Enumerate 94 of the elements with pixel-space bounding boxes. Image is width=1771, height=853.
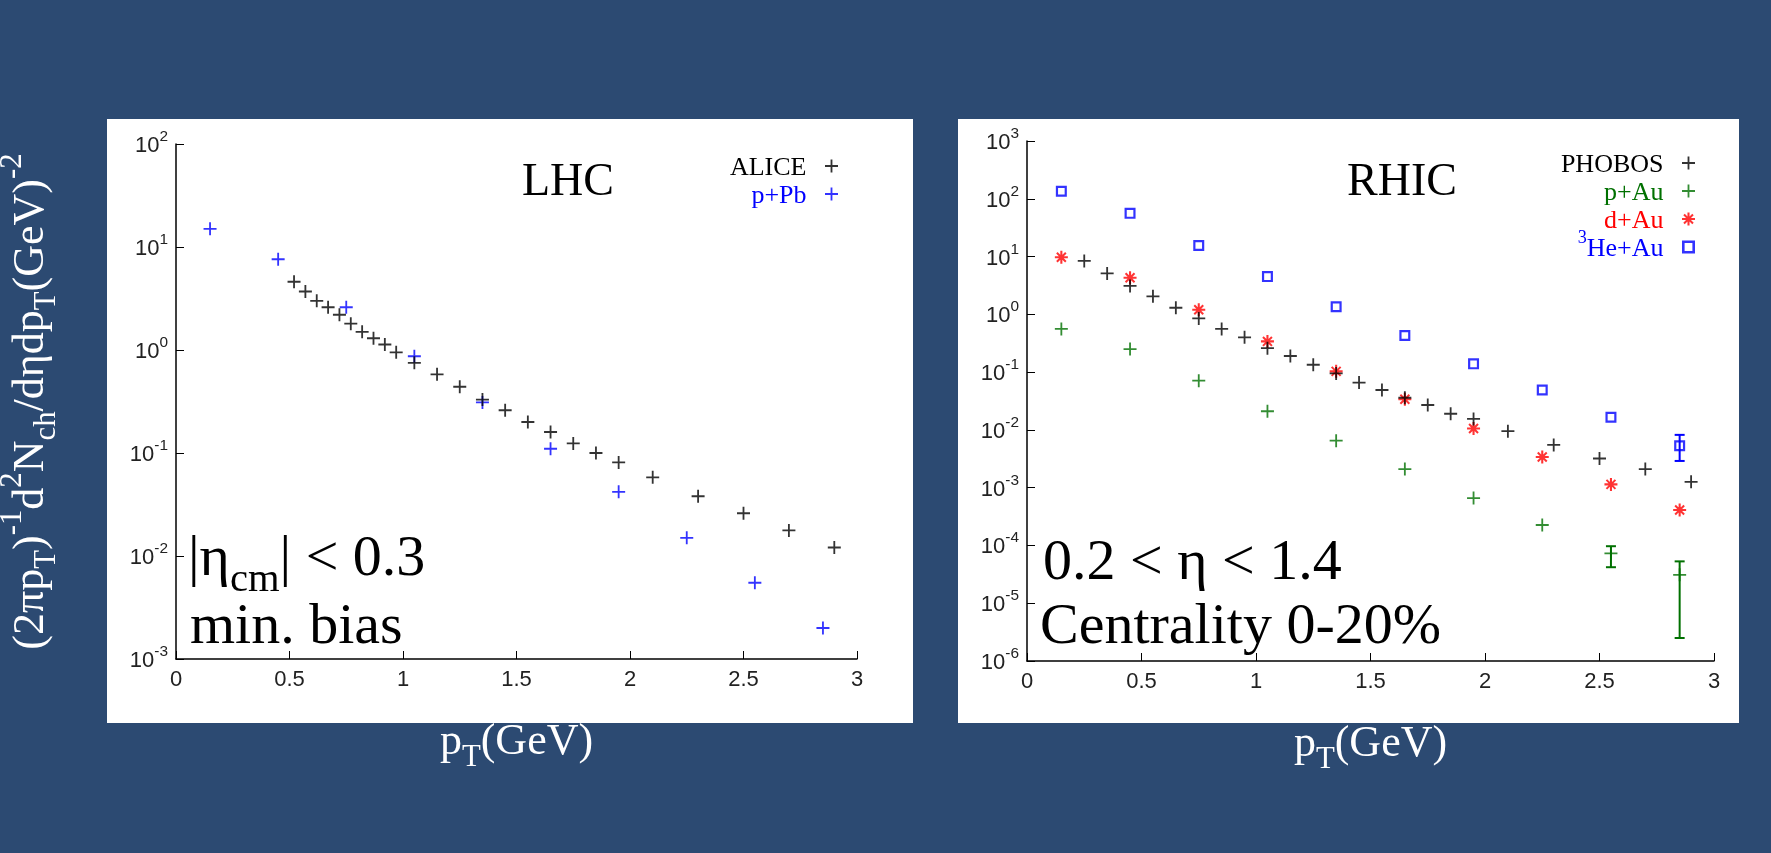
y-tick-label: 10$^{3}$ — [985, 124, 1019, 154]
point — [1468, 358, 1480, 370]
annotation: RHIC — [1347, 153, 1457, 205]
point — [1673, 568, 1687, 582]
point — [1192, 374, 1206, 388]
point — [816, 621, 830, 635]
point — [691, 489, 705, 503]
point — [1123, 279, 1137, 293]
annotation: LHC — [522, 153, 614, 205]
x-tick-label: 2 — [623, 665, 637, 691]
y-tick-label: 10$^{-1}$ — [129, 436, 168, 466]
point — [203, 222, 217, 236]
point — [355, 325, 369, 339]
x-tick-label: 2 — [1478, 667, 1492, 693]
y-tick-label: 10$^{-5}$ — [980, 586, 1019, 616]
point — [1421, 398, 1435, 412]
x-tick-label: 2.5 — [1584, 667, 1615, 693]
x-tick-label: 0.5 — [274, 665, 305, 691]
point — [1399, 330, 1411, 342]
point — [1169, 301, 1183, 315]
point — [1261, 271, 1273, 283]
y-tick-label: 10$^{-2}$ — [129, 539, 168, 569]
y-tick-label: 10$^{-6}$ — [980, 644, 1019, 674]
y-tick-label: 10$^{-4}$ — [980, 528, 1020, 558]
point — [1605, 411, 1617, 423]
point — [498, 403, 512, 417]
point — [521, 415, 535, 429]
annotation: 0.2 < η < 1.4 — [1043, 526, 1342, 592]
point — [321, 300, 335, 314]
point — [1283, 349, 1297, 363]
y-tick-label: 10$^{1}$ — [134, 230, 168, 260]
point — [1330, 301, 1342, 313]
x-tick-label: 0.5 — [1126, 667, 1157, 693]
point — [612, 485, 626, 499]
point — [1535, 518, 1549, 532]
point — [344, 317, 358, 331]
point — [1674, 440, 1686, 452]
point — [1604, 546, 1618, 560]
point — [339, 300, 353, 314]
legend-label: ALICE — [729, 151, 807, 181]
point — [453, 380, 467, 394]
point — [1146, 289, 1160, 303]
y-tick-label: 10$^{-2}$ — [980, 412, 1019, 443]
point — [1306, 358, 1320, 372]
y-tick-label: 10$^{2}$ — [985, 181, 1019, 212]
legend-label: p+Au — [1604, 176, 1664, 206]
point — [1193, 240, 1205, 252]
x-axis-title: p$_{T}$(GeV) — [1293, 716, 1448, 775]
point — [1547, 438, 1561, 452]
point — [1077, 254, 1091, 268]
point — [287, 275, 301, 289]
y-tick-label: 10$^{-1}$ — [980, 355, 1019, 385]
point — [1375, 383, 1389, 397]
point — [748, 576, 762, 590]
y-tick-label: 10$^{0}$ — [134, 333, 168, 363]
x-tick-label: 2.5 — [728, 665, 759, 691]
point — [1444, 407, 1458, 421]
point — [1215, 322, 1229, 336]
point — [589, 446, 603, 460]
x-tick-label: 3 — [1707, 667, 1721, 693]
point — [1501, 424, 1515, 438]
point — [646, 470, 660, 484]
point — [1123, 342, 1137, 356]
point — [389, 345, 403, 359]
legend-label: PHOBOS — [1560, 148, 1664, 178]
x-tick-label: 0 — [169, 665, 183, 691]
x-tick-label: 1.5 — [501, 665, 532, 691]
y-tick-label: 10$^{-3}$ — [980, 470, 1019, 501]
x-tick-label: 1 — [396, 665, 410, 691]
annotation: Centrality 0-20% — [1040, 590, 1442, 656]
point — [1055, 185, 1067, 197]
point — [1684, 475, 1698, 489]
point — [1054, 322, 1068, 336]
point — [1536, 384, 1548, 396]
point — [1638, 462, 1652, 476]
x-axis-title: p$_{T}$(GeV) — [439, 714, 594, 773]
y-tick-label: 10$^{-3}$ — [129, 642, 168, 672]
point — [1398, 462, 1412, 476]
point — [430, 367, 444, 381]
point — [680, 531, 694, 545]
point — [407, 356, 421, 370]
point — [1124, 207, 1136, 219]
y-tick-label: 10$^{2}$ — [134, 127, 168, 157]
x-tick-label: 3 — [850, 665, 864, 691]
x-tick-label: 1 — [1249, 667, 1263, 693]
y-tick-label: 10$^{1}$ — [985, 239, 1019, 270]
y-tick-label: 10$^{0}$ — [985, 297, 1019, 327]
x-tick-label: 1.5 — [1355, 667, 1386, 693]
point — [271, 252, 285, 266]
point — [310, 294, 324, 308]
x-tick-label: 0 — [1020, 667, 1034, 693]
point — [1329, 434, 1343, 448]
legend-label: p+Pb — [751, 179, 807, 209]
point — [566, 436, 580, 450]
